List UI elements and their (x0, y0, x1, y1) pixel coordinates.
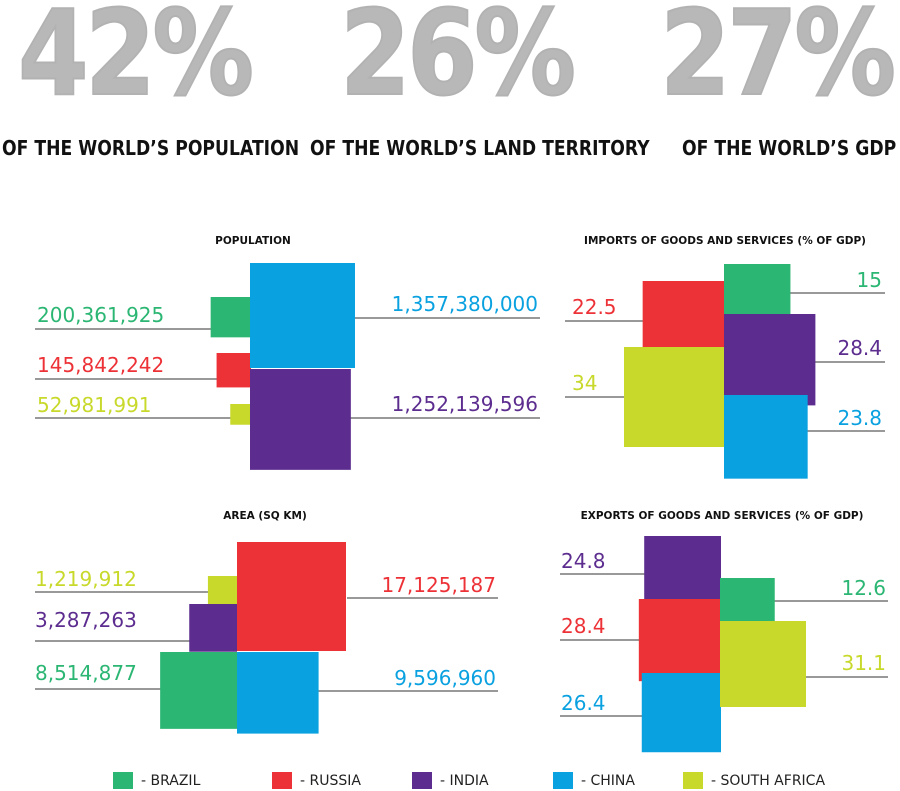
data-label-russia: 17,125,187 (381, 573, 496, 597)
square-china (250, 263, 355, 368)
chart-title-imports-of-goods-and-services-of-gdp-: IMPORTS OF GOODS AND SERVICES (% OF GDP) (584, 235, 866, 247)
data-label-south-africa: 52,981,991 (37, 393, 152, 417)
data-label-brazil: 12.6 (841, 576, 886, 600)
legend-item-russia: - RUSSIA (272, 772, 361, 789)
stat-population-label: OF THE WORLD’S POPULATION (2, 136, 300, 160)
data-label-south-africa: 34 (572, 371, 597, 395)
data-label-brazil: 200,361,925 (37, 303, 164, 327)
square-china (724, 395, 808, 479)
chart-title-exports-of-goods-and-services-of-gdp-: EXPORTS OF GOODS AND SERVICES (% OF GDP) (581, 510, 864, 522)
chart-title-area-sq-km-: AREA (SQ KM) (223, 510, 307, 522)
legend-swatch-brazil (113, 772, 133, 789)
data-label-india: 24.8 (561, 549, 606, 573)
square-brazil (210, 297, 251, 338)
square-russia (638, 599, 721, 682)
square-china (641, 673, 721, 753)
data-label-russia: 22.5 (572, 295, 617, 319)
square-india (724, 314, 816, 406)
legend-item-china: - CHINA (553, 772, 635, 789)
data-label-india: 3,287,263 (35, 608, 137, 632)
data-label-russia: 145,842,242 (37, 353, 164, 377)
legend-label-russia: - RUSSIA (300, 772, 361, 789)
data-label-china: 1,357,380,000 (392, 292, 538, 316)
square-brazil (160, 652, 237, 729)
legend-label-south-africa: - SOUTH AFRICA (711, 772, 826, 789)
stat-territory-percent: 26% (339, 0, 577, 122)
square-south-africa (207, 576, 237, 606)
square-south-africa (624, 347, 724, 447)
legend-item-south-africa: - SOUTH AFRICA (683, 772, 825, 789)
square-china (237, 652, 319, 734)
legend-swatch-russia (272, 772, 292, 789)
data-label-russia: 28.4 (561, 614, 606, 638)
legend-label-china: - CHINA (581, 772, 635, 789)
stat-gdp-label: OF THE WORLD’S GDP (682, 136, 897, 160)
legend-item-brazil: - BRAZIL (113, 772, 200, 789)
data-label-south-africa: 31.1 (841, 651, 886, 675)
legend-swatch-south-africa (683, 772, 703, 789)
stat-gdp-percent: 27% (659, 0, 897, 122)
legend-item-india: - INDIA (412, 772, 489, 789)
stat-territory-label: OF THE WORLD’S LAND TERRITORY (310, 136, 650, 160)
data-label-india: 1,252,139,596 (392, 392, 538, 416)
square-south-africa (230, 404, 251, 425)
data-label-china: 23.8 (837, 406, 882, 430)
square-russia (216, 353, 251, 388)
square-russia (237, 542, 346, 651)
data-label-brazil: 8,514,877 (35, 661, 137, 685)
data-label-china: 26.4 (561, 691, 606, 715)
data-label-china: 9,596,960 (394, 666, 496, 690)
square-india (189, 604, 237, 652)
stat-population-percent: 42% (17, 0, 255, 122)
data-label-india: 28.4 (837, 336, 882, 360)
square-india (250, 369, 351, 470)
legend-swatch-india (412, 772, 432, 789)
chart-title-population: POPULATION (215, 235, 291, 247)
data-label-brazil: 15 (857, 268, 882, 292)
legend-label-brazil: - BRAZIL (141, 772, 201, 789)
legend-swatch-china (553, 772, 573, 789)
square-south-africa (720, 621, 806, 707)
data-label-south-africa: 1,219,912 (35, 567, 137, 591)
legend-label-india: - INDIA (440, 772, 489, 789)
